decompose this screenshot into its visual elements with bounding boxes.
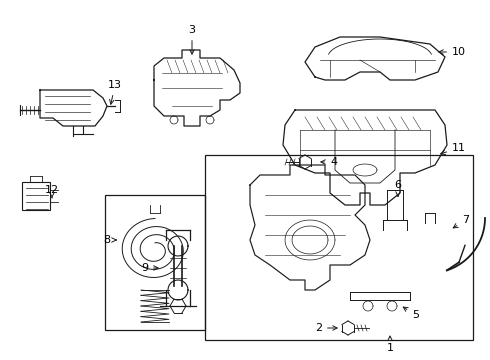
Bar — [22, 182, 50, 210]
Text: 9: 9 — [141, 263, 158, 273]
Text: 10: 10 — [439, 47, 466, 57]
Text: 4: 4 — [321, 157, 337, 167]
Text: 1: 1 — [387, 336, 393, 353]
Text: 3: 3 — [189, 25, 196, 54]
Bar — [205, 155, 473, 340]
Text: 7: 7 — [453, 215, 469, 228]
Text: 5: 5 — [403, 307, 419, 320]
Text: 12: 12 — [45, 185, 59, 198]
Text: 13: 13 — [108, 80, 122, 104]
Text: 8: 8 — [103, 235, 116, 245]
Bar — [105, 195, 205, 330]
Text: 11: 11 — [441, 143, 466, 154]
Text: 6: 6 — [394, 180, 401, 196]
Text: 2: 2 — [315, 323, 337, 333]
